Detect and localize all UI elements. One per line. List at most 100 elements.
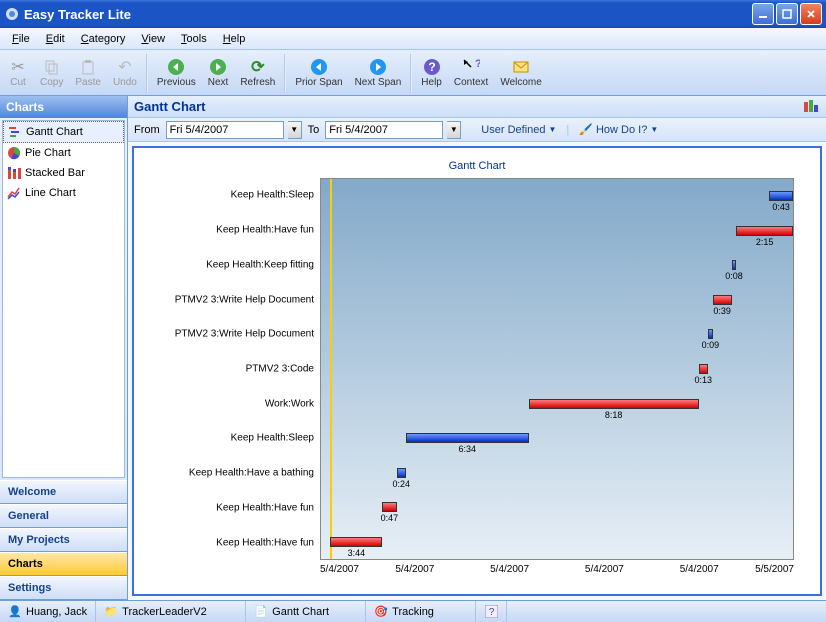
minimize-button[interactable] [752, 3, 774, 25]
paste-button[interactable]: Paste [69, 52, 107, 94]
cut-button[interactable]: ✂Cut [2, 52, 34, 94]
bar-duration-label: 0:09 [702, 340, 720, 350]
status-bar: 👤Huang, Jack 📁TrackerLeaderV2 📄Gantt Cha… [0, 600, 826, 622]
help-button[interactable]: ?Help [415, 52, 448, 94]
to-label: To [306, 124, 322, 136]
x-label: 5/4/2007 [585, 564, 624, 575]
nav-welcome[interactable]: Welcome [0, 480, 127, 504]
stacked-icon [7, 166, 21, 180]
gantt-bar[interactable] [529, 399, 699, 409]
chart-options-icon[interactable] [804, 100, 820, 114]
maximize-button[interactable] [776, 3, 798, 25]
bar-duration-label: 0:43 [772, 202, 790, 212]
chart-container: Gantt Chart Keep Health:Sleep Keep Health… [132, 146, 822, 596]
sidebar-item-line-chart[interactable]: Line Chart [3, 183, 124, 203]
from-date-input[interactable]: Fri 5/4/2007 [166, 121, 284, 139]
from-date-dropdown[interactable]: ▼ [288, 121, 302, 139]
prior-icon [309, 57, 329, 77]
next-icon [208, 57, 228, 77]
user-defined-dropdown[interactable]: User Defined▼ [475, 122, 562, 138]
menu-view[interactable]: View [133, 31, 173, 47]
bar-duration-label: 0:13 [695, 375, 713, 385]
previous-button[interactable]: Previous [151, 52, 202, 94]
menu-tools[interactable]: Tools [173, 31, 215, 47]
menu-help[interactable]: Help [215, 31, 254, 47]
status-help[interactable]: ? [476, 601, 507, 622]
sidebar-item-stacked-bar[interactable]: Stacked Bar [3, 163, 124, 183]
menu-edit[interactable]: Edit [38, 31, 73, 47]
sidebar-item-gantt-chart[interactable]: Gantt Chart [3, 121, 124, 143]
sidebar-item-label: Gantt Chart [26, 126, 83, 138]
doc-icon: 📄 [254, 605, 268, 619]
close-button[interactable] [800, 3, 822, 25]
sidebar-item-label: Pie Chart [25, 147, 71, 159]
menu-file[interactable]: File [4, 31, 38, 47]
gantt-bar[interactable] [382, 502, 396, 512]
y-label: Keep Health:Have fun [216, 537, 314, 548]
status-tracking[interactable]: 🎯Tracking [366, 601, 476, 622]
next-button[interactable]: Next [202, 52, 235, 94]
gantt-bar[interactable] [406, 433, 529, 443]
gantt-bar[interactable] [708, 329, 713, 339]
context-icon: ? [461, 57, 481, 77]
copy-button[interactable]: Copy [34, 52, 69, 94]
nav-label: Welcome [8, 486, 56, 498]
to-date-input[interactable]: Fri 5/4/2007 [325, 121, 443, 139]
gantt-bar[interactable] [713, 295, 732, 305]
gantt-bar[interactable] [397, 468, 406, 478]
y-label: Work:Work [265, 398, 314, 409]
toolbar-separator [284, 54, 286, 92]
sidebar: Charts Gantt Chart Pie Chart Stacked Bar Li… [0, 96, 128, 600]
today-line [330, 179, 332, 559]
gantt-bar[interactable] [699, 364, 708, 374]
gantt-bar[interactable] [330, 537, 382, 547]
undo-icon: ↶ [115, 57, 135, 77]
menu-bar: File Edit Category View Tools Help [0, 28, 826, 50]
priorspan-button[interactable]: Prior Span [289, 52, 348, 94]
status-doc[interactable]: 📄Gantt Chart [246, 601, 366, 622]
nav-panel: Welcome GeneralMy ProjectsChartsSettings [0, 480, 127, 600]
gantt-icon [8, 125, 22, 139]
nextspan-button[interactable]: Next Span [349, 52, 408, 94]
y-label: Keep Health:Keep fitting [206, 259, 314, 270]
refresh-button[interactable]: ⟳Refresh [234, 52, 281, 94]
plot-area: 0:432:150:080:390:090:138:186:340:240:47… [320, 178, 794, 560]
sidebar-item-label: Line Chart [25, 187, 76, 199]
nav-charts[interactable]: Charts [0, 552, 127, 576]
content-area: Gantt Chart From Fri 5/4/2007 ▼ To Fri 5… [128, 96, 826, 600]
chart-title: Gantt Chart [140, 160, 814, 172]
gantt-bar[interactable] [769, 191, 793, 201]
nav-my-projects[interactable]: My Projects [0, 528, 127, 552]
x-axis-labels: 5/4/20075/4/20075/4/20075/4/20075/4/2007… [320, 564, 794, 578]
undo-button[interactable]: ↶Undo [107, 52, 143, 94]
nav-general[interactable]: General [0, 504, 127, 528]
gantt-bar[interactable] [732, 260, 737, 270]
paste-icon [78, 57, 98, 77]
bar-duration-label: 0:39 [713, 306, 731, 316]
bar-duration-label: 0:24 [392, 479, 410, 489]
toolbar: ✂Cut Copy Paste ↶Undo Previous Next ⟳Ref… [0, 50, 826, 96]
title-bar: Easy Tracker Lite [0, 0, 826, 28]
how-do-i-dropdown[interactable]: 🖌️How Do I?▼ [573, 121, 664, 138]
menu-category[interactable]: Category [73, 31, 134, 47]
status-project[interactable]: 📁TrackerLeaderV2 [96, 601, 246, 622]
y-label: PTMV2 3:Write Help Document [175, 294, 314, 305]
nav-settings[interactable]: Settings [0, 576, 127, 600]
context-button[interactable]: ?Context [448, 52, 494, 94]
bar-duration-label: 6:34 [459, 444, 477, 454]
window-title: Easy Tracker Lite [24, 7, 752, 22]
x-label: 5/5/2007 [755, 564, 794, 575]
y-label: Keep Health:Sleep [231, 433, 314, 444]
to-date-dropdown[interactable]: ▼ [447, 121, 461, 139]
copy-icon [42, 57, 62, 77]
gantt-bar[interactable] [736, 226, 793, 236]
y-label: Keep Health:Sleep [231, 190, 314, 201]
chart-type-list: Gantt Chart Pie Chart Stacked Bar Line Char… [2, 120, 125, 478]
status-user[interactable]: 👤Huang, Jack [0, 601, 96, 622]
sidebar-item-pie-chart[interactable]: Pie Chart [3, 143, 124, 163]
track-icon: 🎯 [374, 605, 388, 619]
line-icon [7, 186, 21, 200]
welcome-button[interactable]: Welcome [494, 52, 548, 94]
welcome-icon [511, 57, 531, 77]
nextspan-icon [368, 57, 388, 77]
